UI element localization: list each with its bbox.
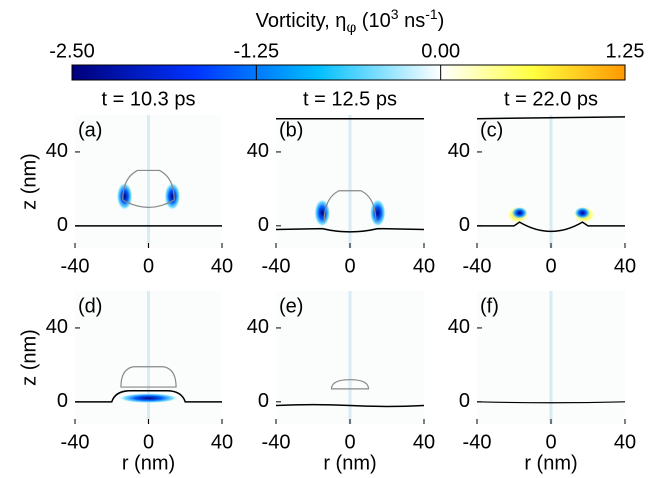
x-tick-label: -40 <box>61 431 90 453</box>
title-part: ns <box>399 10 426 32</box>
colorbar-tick-label: -2.50 <box>49 40 95 62</box>
field-blob <box>118 393 179 404</box>
x-tick-label: -40 <box>262 255 291 277</box>
x-tick-label: 0 <box>545 255 556 277</box>
contour <box>476 116 626 120</box>
field-blob <box>574 206 591 219</box>
colorbar <box>71 64 626 81</box>
contour <box>275 227 425 233</box>
x-tick-label: -40 <box>61 255 90 277</box>
title-part: φ <box>346 20 356 36</box>
field-blob <box>511 206 528 219</box>
x-tick-label: 0 <box>344 431 355 453</box>
x-tick-label: -40 <box>262 431 291 453</box>
contour <box>120 366 177 388</box>
x-tick-label: 40 <box>211 431 233 453</box>
y-tick-label: 40 <box>46 316 68 338</box>
x-tick-label: 40 <box>413 431 435 453</box>
title-part: Vorticity, η <box>256 10 347 32</box>
contour <box>323 190 377 223</box>
colorbar-tick-label: -1.25 <box>234 40 280 62</box>
column-title: t = 10.3 ps <box>102 88 196 110</box>
panel-label: (d) <box>78 295 102 317</box>
x-axis-label: r (nm) <box>323 452 376 474</box>
x-tick-label: 40 <box>614 255 636 277</box>
panel-label: (c) <box>480 119 503 141</box>
contour <box>477 221 625 233</box>
panel-label: (a) <box>78 119 102 141</box>
y-tick-label: 40 <box>247 316 269 338</box>
panel-label: (e) <box>279 295 303 317</box>
title-part: -1 <box>425 6 438 22</box>
x-tick-label: -40 <box>463 431 492 453</box>
y-tick-label: 0 <box>57 390 68 412</box>
y-tick-label: 40 <box>448 140 470 162</box>
y-tick-label: 0 <box>459 214 470 236</box>
contour <box>330 379 370 390</box>
column-title: t = 22.0 ps <box>504 88 598 110</box>
column-title: t = 12.5 ps <box>303 88 397 110</box>
x-tick-label: 40 <box>614 431 636 453</box>
x-axis-label: r (nm) <box>524 452 577 474</box>
y-axis-label: z (nm) <box>18 329 40 386</box>
y-axis-label: z (nm) <box>18 153 40 210</box>
contour <box>122 169 175 208</box>
colorbar-tick-label: 1.25 <box>606 40 645 62</box>
title-part: (10 <box>356 10 390 32</box>
contour <box>75 390 222 403</box>
title-part: 3 <box>391 6 399 22</box>
x-tick-label: 0 <box>143 255 154 277</box>
y-tick-label: 0 <box>459 390 470 412</box>
colorbar-title: Vorticity, ηφ (103 ns-1) <box>256 6 445 36</box>
contour <box>275 403 425 408</box>
y-tick-label: 40 <box>247 140 269 162</box>
x-tick-label: 40 <box>413 255 435 277</box>
x-tick-label: 0 <box>545 431 556 453</box>
panel-label: (b) <box>279 119 303 141</box>
x-tick-label: -40 <box>463 255 492 277</box>
x-tick-label: 0 <box>143 431 154 453</box>
x-tick-label: 40 <box>211 255 233 277</box>
title-part: ) <box>438 10 445 32</box>
y-tick-label: 0 <box>57 214 68 236</box>
y-tick-label: 0 <box>258 390 269 412</box>
y-tick-label: 0 <box>258 214 269 236</box>
panel-label: (f) <box>480 295 499 317</box>
x-axis-label: r (nm) <box>122 452 175 474</box>
contour <box>476 401 626 404</box>
x-tick-label: 0 <box>344 255 355 277</box>
colorbar-tick-label: 0.00 <box>421 40 460 62</box>
y-tick-label: 40 <box>448 316 470 338</box>
y-tick-label: 40 <box>46 140 68 162</box>
